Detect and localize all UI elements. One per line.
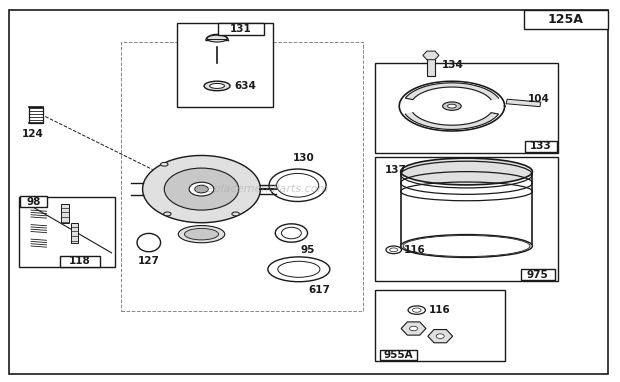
Ellipse shape	[401, 158, 533, 185]
Bar	[506, 99, 541, 107]
Ellipse shape	[204, 81, 230, 91]
Text: 617: 617	[308, 285, 330, 295]
Ellipse shape	[436, 334, 444, 338]
Ellipse shape	[408, 306, 425, 314]
Ellipse shape	[277, 173, 319, 197]
Bar	[525, 141, 557, 152]
Text: 131: 131	[230, 24, 252, 34]
Ellipse shape	[412, 308, 421, 312]
Text: 634: 634	[234, 81, 256, 91]
Polygon shape	[143, 155, 260, 223]
Ellipse shape	[164, 168, 239, 210]
Bar	[20, 196, 46, 207]
Bar	[29, 107, 43, 123]
Ellipse shape	[448, 104, 456, 108]
Text: 118: 118	[69, 256, 91, 266]
Bar	[71, 223, 78, 243]
Ellipse shape	[278, 261, 320, 277]
Bar	[375, 290, 505, 361]
Ellipse shape	[137, 233, 161, 252]
Text: 134: 134	[442, 60, 464, 70]
Text: 95: 95	[301, 245, 315, 255]
Ellipse shape	[195, 185, 208, 193]
Bar	[375, 157, 558, 281]
Polygon shape	[405, 83, 498, 100]
Ellipse shape	[232, 212, 239, 216]
Bar	[177, 23, 273, 107]
Ellipse shape	[268, 257, 330, 282]
Text: 124: 124	[22, 129, 44, 139]
Ellipse shape	[386, 246, 402, 254]
Ellipse shape	[443, 102, 461, 110]
Ellipse shape	[207, 35, 227, 42]
Text: 955A: 955A	[384, 350, 414, 360]
Ellipse shape	[281, 227, 301, 239]
Text: 116: 116	[404, 245, 425, 255]
Text: 104: 104	[528, 94, 550, 104]
Ellipse shape	[269, 169, 326, 202]
Bar	[218, 23, 264, 35]
Bar	[61, 204, 69, 223]
Text: 130: 130	[293, 153, 315, 163]
Ellipse shape	[210, 84, 224, 89]
Text: 127: 127	[138, 256, 160, 265]
Text: 975: 975	[527, 270, 549, 280]
Bar	[60, 256, 100, 267]
Text: 116: 116	[429, 305, 451, 315]
Bar	[524, 10, 608, 29]
Ellipse shape	[164, 212, 171, 216]
Text: 133: 133	[530, 141, 552, 151]
Text: eReplacementParts.com: eReplacementParts.com	[192, 184, 329, 194]
Bar	[121, 42, 363, 311]
Ellipse shape	[275, 224, 308, 242]
Bar	[19, 197, 115, 267]
Ellipse shape	[410, 326, 418, 331]
Ellipse shape	[179, 225, 224, 243]
Bar	[521, 269, 555, 280]
Ellipse shape	[161, 162, 168, 166]
Ellipse shape	[403, 235, 530, 257]
Text: 137: 137	[384, 165, 406, 175]
Bar	[427, 58, 435, 76]
Ellipse shape	[185, 228, 219, 240]
Bar	[375, 63, 558, 153]
Ellipse shape	[401, 235, 533, 257]
Ellipse shape	[189, 182, 214, 196]
Text: 125A: 125A	[548, 13, 583, 26]
Polygon shape	[405, 113, 498, 129]
Bar	[380, 350, 417, 360]
Text: 98: 98	[26, 197, 41, 207]
Ellipse shape	[390, 248, 398, 252]
